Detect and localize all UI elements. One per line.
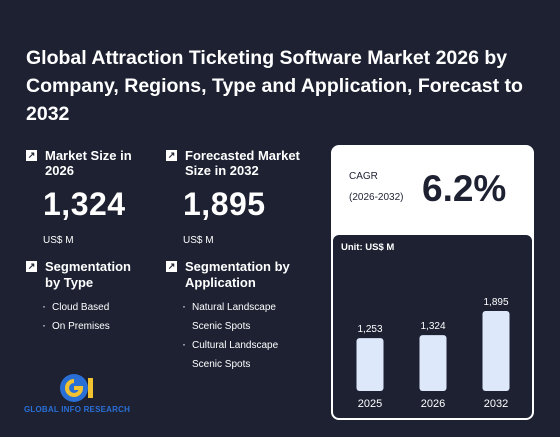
segmentation-application-list: Natural Landscape Scenic Spots Cultural …: [182, 297, 297, 374]
list-item: Cultural Landscape Scenic Spots: [182, 335, 297, 374]
forecast-label: Forecasted Market Size in 2032: [185, 148, 300, 178]
bar-value-label: 1,253: [357, 324, 382, 335]
forecast-heading: ↗ Forecasted Market Size in 2032: [166, 148, 311, 178]
trend-arrow-icon: ↗: [26, 261, 37, 272]
market-size-heading: ↗ Market Size in 2026: [26, 148, 146, 178]
bar-2025: [356, 338, 384, 391]
trend-arrow-icon: ↗: [166, 150, 177, 161]
bar-value-label: 1,324: [420, 321, 445, 332]
bar-2032: [482, 311, 510, 391]
trend-arrow-icon: ↗: [26, 150, 37, 161]
bar-value-label: 1,895: [483, 297, 508, 308]
chart-unit-label: Unit: US$ M: [341, 242, 395, 253]
segmentation-type-heading: ↗ Segmentation by Type: [26, 259, 136, 291]
x-tick-label: 2025: [358, 398, 382, 410]
x-tick-label: 2032: [484, 398, 508, 410]
cagr-range: (2026-2032): [349, 192, 404, 203]
market-size-unit: US$ M: [43, 235, 74, 246]
forecast-unit: US$ M: [183, 235, 214, 246]
segmentation-type-list: Cloud Based On Premises: [42, 297, 152, 336]
logo-text: GLOBAL INFO RESEARCH: [24, 405, 131, 414]
segmentation-application-label: Segmentation by Application: [185, 259, 290, 290]
market-size-value: 1,324: [43, 186, 126, 222]
bar-chart: 1,253 2025 1,324 2026 1,895 2032: [356, 297, 510, 410]
forecast-value: 1,895: [183, 186, 266, 222]
segmentation-application-heading: ↗ Segmentation by Application: [166, 259, 296, 291]
segmentation-type-label: Segmentation by Type: [45, 259, 131, 290]
bar-2026: [419, 335, 447, 391]
page-title: Global Attraction Ticketing Software Mar…: [26, 47, 523, 125]
cagr-label: CAGR: [349, 171, 378, 182]
trend-arrow-icon: ↗: [166, 261, 177, 272]
list-item: On Premises: [42, 316, 152, 336]
x-tick-label: 2026: [421, 398, 445, 410]
list-item: Cloud Based: [42, 297, 152, 317]
list-item: Natural Landscape Scenic Spots: [182, 297, 297, 336]
cagr-value: 6.2%: [422, 168, 507, 209]
global-info-research-logo-icon: [60, 374, 93, 402]
market-size-label: Market Size in 2026: [45, 148, 132, 178]
